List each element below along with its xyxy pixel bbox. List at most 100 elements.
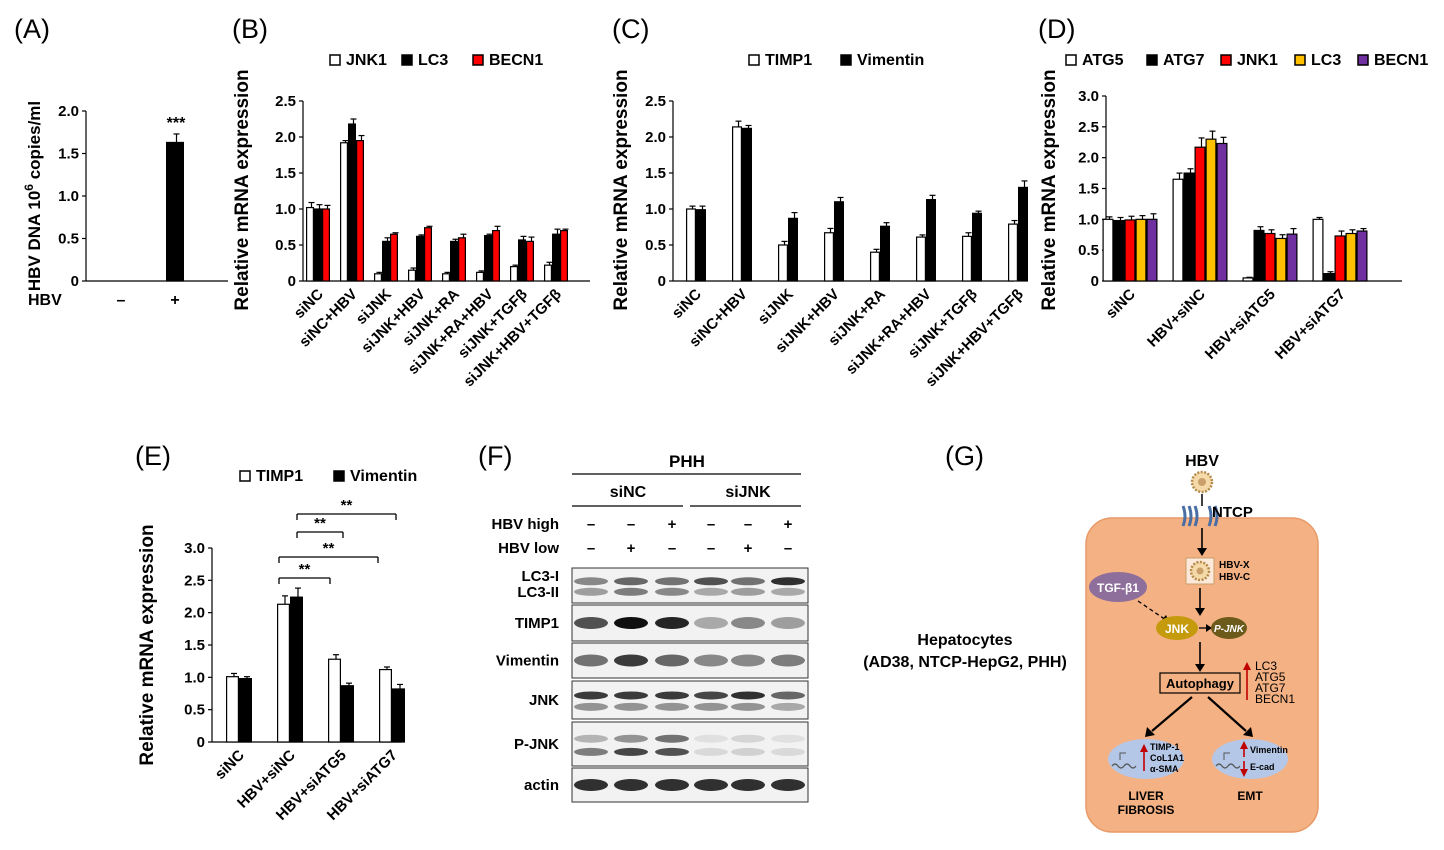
chart-c-legend-label-vimentin: Vimentin xyxy=(857,52,924,69)
panel-label-c: (C) xyxy=(612,14,649,44)
chart-d: 0 0.5 1.0 1.5 2.0 2.5 3.0 Relative mRNA express… xyxy=(1039,52,1428,363)
blot-band xyxy=(694,747,728,756)
blot-condition-mark: – xyxy=(707,516,715,533)
autophagy-gene-becn1: BECN1 xyxy=(1255,692,1295,706)
chart-d-bar-becn1-hbv-siatg7 xyxy=(1356,230,1368,282)
chart-c-ytick-label: 1.5 xyxy=(645,165,666,182)
chart-e-significance-bracket: ** xyxy=(278,540,379,563)
chart-d-bar-atg5-sinc xyxy=(1102,218,1114,282)
chart-d-bar-becn1-sinc xyxy=(1146,218,1158,282)
chart-c-bar-timp1-sijnk-hbv xyxy=(823,232,834,282)
blot-row-jnk: JNK xyxy=(529,680,809,720)
tgf-b1-label: TGF-β1 xyxy=(1097,581,1139,595)
chart-d-legend-swatch-atg7 xyxy=(1146,54,1158,66)
blot-band xyxy=(614,734,648,743)
ntcp-label: NTCP xyxy=(1212,504,1253,521)
hbv-virion-icon xyxy=(1190,470,1214,494)
panel-label-e: (E) xyxy=(135,441,171,471)
chart-e-bar-timp1-hbv-siatg7 xyxy=(379,668,393,743)
chart-b-legend-swatch-lc3 xyxy=(401,54,413,66)
chart-b-bar-jnk1-sijnk-hbv-tgf xyxy=(543,264,552,282)
blot-band xyxy=(655,577,689,586)
chart-e-ytick-label: 0.5 xyxy=(184,702,205,719)
blot-band xyxy=(655,587,689,596)
chart-d-bar-atg7-hbv-siatg5 xyxy=(1253,229,1265,282)
blot-band xyxy=(655,779,689,791)
emt-up-arrow-icon xyxy=(1240,741,1248,757)
blot-row-p-jnk: P-JNK xyxy=(514,721,809,767)
blot-band xyxy=(771,587,805,596)
chart-b-ytick-label: 2.0 xyxy=(275,129,296,146)
chart-d-legend-label-jnk1: JNK1 xyxy=(1237,52,1278,69)
blot-band xyxy=(574,734,608,743)
chart-d-bar-atg7-hbv-sinc xyxy=(1183,172,1195,282)
chart-d-ytick-label: 2.0 xyxy=(1078,150,1099,167)
blot-band xyxy=(694,734,728,743)
chart-d-bar-jnk1-hbv-sinc xyxy=(1194,146,1206,282)
chart-b-bar-jnk1-sijnk-hbv xyxy=(408,269,417,282)
blot-band xyxy=(771,747,805,756)
chart-d-legend-swatch-lc3 xyxy=(1294,54,1306,66)
chart-b-y-label: Relative mRNA expression xyxy=(232,69,253,310)
blot-band xyxy=(771,702,805,711)
hbv-c-label: HBV-C xyxy=(1219,572,1250,583)
chart-d-ytick-label: 0.5 xyxy=(1078,242,1099,259)
blot-band xyxy=(694,587,728,596)
chart-d-bar-lc3-hbv-sinc xyxy=(1205,138,1217,282)
chart-b-ytick-label: 1.0 xyxy=(275,201,296,218)
chart-b-bar-lc3-sinc xyxy=(314,208,323,282)
chart-b-bar-lc3-sijnk-tgf xyxy=(517,239,526,282)
chart-e-significance-bracket: ** xyxy=(296,515,344,538)
mechanism-diagram: Hepatocytes (AD38, NTCP-HepG2, PHH) HBV … xyxy=(863,453,1319,833)
jnk-label: JNK xyxy=(1165,622,1189,636)
blot-membrane xyxy=(571,721,809,767)
chart-e-ytick-label: 3.0 xyxy=(184,540,205,557)
chart-e-bracket-label: ** xyxy=(323,540,335,557)
chart-c-bar-timp1-sinc xyxy=(685,208,696,282)
chart-c: 0 0.5 1.0 1.5 2.0 2.5 Relative mRNA expression… xyxy=(611,52,1028,390)
blot-membrane xyxy=(571,604,809,642)
chart-c-legend-swatch-timp1 xyxy=(748,54,760,66)
chart-d-bar-lc3-sinc xyxy=(1135,218,1147,282)
chart-b-bar-lc3-sijnk xyxy=(382,240,391,282)
blot-band xyxy=(731,691,765,700)
chart-d-bar-lc3-hbv-siatg5 xyxy=(1275,237,1287,282)
chart-e-significance-bracket: ** xyxy=(278,561,331,584)
chart-a-ytick-label: 1.0 xyxy=(58,188,79,205)
fibrosis-gene-col1a1: CoL1A1 xyxy=(1150,753,1184,763)
chart-d-bar-jnk1-hbv-siatg7 xyxy=(1334,235,1346,282)
chart-a-xtick-label: – xyxy=(117,292,126,309)
blot-row-actin: actin xyxy=(524,767,809,803)
chart-a-significance: *** xyxy=(167,115,186,132)
chart-b-ytick-label: 2.5 xyxy=(275,93,296,110)
chart-c-bar-timp1-sijnk-ra-hbv xyxy=(915,236,926,282)
blot-band xyxy=(655,702,689,711)
chart-e-xtick-label: siNC xyxy=(212,747,248,783)
blot-row-label: P-JNK xyxy=(514,736,559,753)
chart-b-bar-becn1-sijnk-hbv-tgf xyxy=(559,230,568,282)
blot-row-label: LC3-I xyxy=(522,568,560,585)
blot-band xyxy=(574,779,608,791)
chart-c-bar-vimentin-sijnk-tgf xyxy=(971,212,982,282)
chart-d-legend-label-atg7: ATG7 xyxy=(1163,52,1205,69)
chart-c-ytick-label: 2.0 xyxy=(645,129,666,146)
chart-c-xtick-label: siJNK+RA+HBV xyxy=(843,286,935,378)
blot-row-label: JNK xyxy=(529,692,559,709)
emt-nucleus xyxy=(1212,739,1288,779)
blot-band xyxy=(574,617,608,629)
chart-d-bar-jnk1-sinc xyxy=(1124,219,1136,282)
chart-d-bar-lc3-hbv-siatg7 xyxy=(1345,232,1357,282)
chart-d-bar-atg7-hbv-siatg7 xyxy=(1323,273,1335,282)
blot-band xyxy=(655,654,689,667)
chart-d-legend-swatch-jnk1 xyxy=(1220,54,1232,66)
blot-band xyxy=(614,747,648,756)
blot-condition-mark: + xyxy=(627,540,636,557)
chart-b-bar-lc3-sijnk-ra xyxy=(450,240,459,282)
blot-band xyxy=(731,577,765,586)
autophagy-gene-atg7: ATG7 xyxy=(1255,681,1286,695)
blot-band xyxy=(694,577,728,586)
chart-d-legend-swatch-atg5 xyxy=(1065,54,1077,66)
chart-b-legend-label-lc3: LC3 xyxy=(418,52,448,69)
blot-band xyxy=(731,734,765,743)
